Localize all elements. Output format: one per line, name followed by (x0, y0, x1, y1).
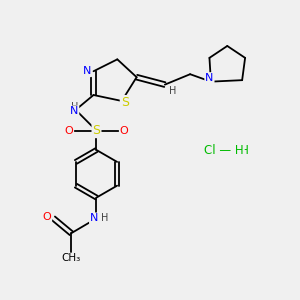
Text: O: O (120, 126, 128, 136)
Text: S: S (92, 124, 101, 137)
Text: H: H (169, 86, 177, 96)
Text: O: O (43, 212, 51, 222)
Text: S: S (121, 96, 129, 109)
Text: N: N (70, 106, 78, 116)
Text: H: H (101, 213, 109, 224)
Text: HCl·H: HCl·H (217, 143, 250, 157)
Text: N: N (83, 66, 91, 76)
Text: N: N (90, 213, 98, 224)
Text: O: O (64, 126, 73, 136)
Text: N: N (205, 73, 214, 83)
Text: H: H (70, 102, 78, 112)
Text: Cl — H: Cl — H (205, 143, 244, 157)
Text: CH₃: CH₃ (61, 254, 81, 263)
